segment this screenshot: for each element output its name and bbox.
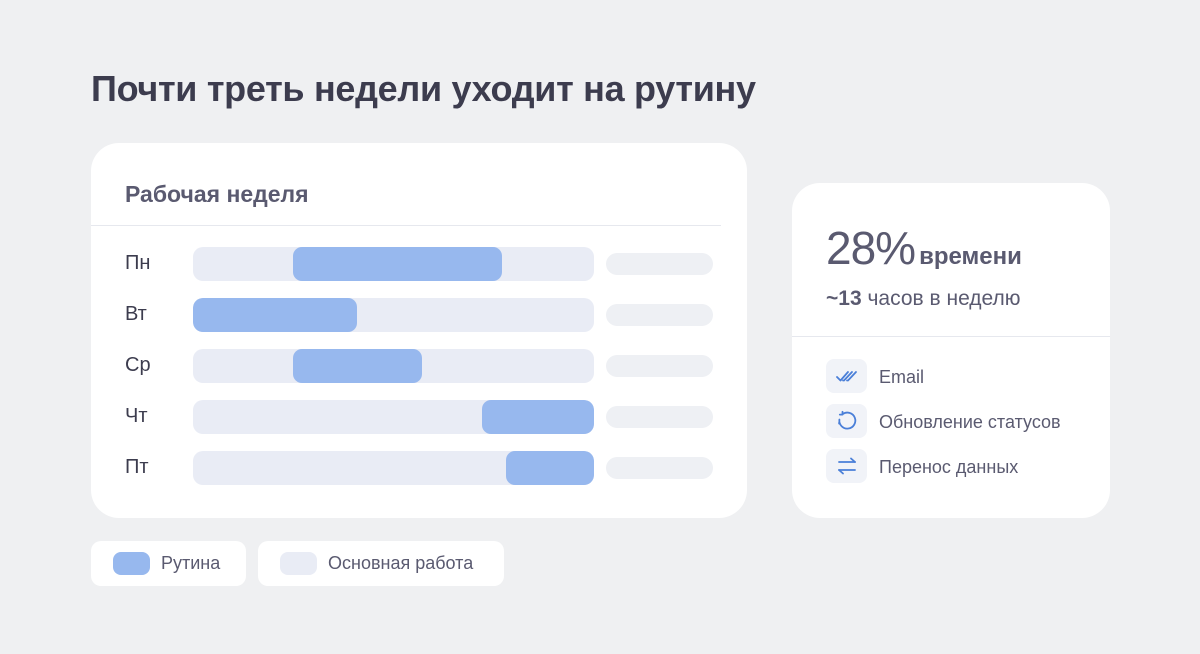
day-row-tue: Вт	[91, 298, 747, 332]
day-row-mon: Пн	[91, 247, 747, 281]
routine-bar	[193, 298, 358, 332]
day-label: Пн	[125, 252, 151, 274]
day-label: Пт	[125, 456, 149, 478]
work-week-card: Рабочая неделя Пн Вт Ср Чт	[91, 143, 747, 518]
routine-percent-unit: времени	[919, 243, 1022, 270]
page-title: Почти треть недели уходит на рутину	[91, 68, 756, 109]
day-label: Чт	[125, 405, 148, 427]
day-row-thu: Чт	[91, 400, 747, 434]
placeholder-pill	[606, 457, 713, 479]
routine-percent: 28%	[826, 222, 916, 274]
stats-card: 28% времени ~13 часов в неделю Email	[792, 183, 1110, 518]
placeholder-pill	[606, 406, 713, 428]
day-row-fri: Пт	[91, 451, 747, 485]
hours-value: ~13	[826, 287, 862, 310]
legend-main-work: Основная работа	[258, 541, 504, 586]
day-label: Ср	[125, 354, 151, 376]
day-row-wed: Ср	[91, 349, 747, 383]
double-check-icon	[826, 359, 867, 393]
task-email: Email	[826, 359, 1106, 393]
placeholder-pill	[606, 253, 713, 275]
hours-text: часов в неделю	[867, 287, 1021, 310]
task-status-update: Обновление статусов	[826, 404, 1106, 438]
routine-share: 28% времени	[826, 221, 1022, 275]
divider	[792, 336, 1110, 337]
routine-bar	[481, 400, 594, 434]
task-label: Обновление статусов	[879, 412, 1061, 432]
day-label: Вт	[125, 303, 147, 325]
swap-arrows-icon	[826, 449, 867, 483]
placeholder-pill	[606, 355, 713, 377]
task-label: Перенос данных	[879, 457, 1019, 477]
hours-per-week: ~13 часов в неделю	[826, 287, 1021, 311]
refresh-icon	[826, 404, 867, 438]
day-track	[193, 451, 594, 485]
routine-bar	[293, 349, 422, 383]
placeholder-pill	[606, 304, 713, 326]
day-track	[193, 298, 594, 332]
routine-bar	[505, 451, 594, 485]
routine-bar	[293, 247, 502, 281]
legend-swatch-routine	[113, 552, 150, 575]
legend-label: Основная работа	[328, 553, 474, 573]
work-week-title: Рабочая неделя	[125, 181, 309, 207]
task-label: Email	[879, 367, 925, 387]
day-track	[193, 400, 594, 434]
divider	[91, 225, 721, 226]
day-track	[193, 247, 594, 281]
legend-swatch-main-work	[280, 552, 317, 575]
day-track	[193, 349, 594, 383]
legend-label: Рутина	[161, 553, 221, 573]
task-data-transfer: Перенос данных	[826, 449, 1106, 483]
legend-routine: Рутина	[91, 541, 246, 586]
